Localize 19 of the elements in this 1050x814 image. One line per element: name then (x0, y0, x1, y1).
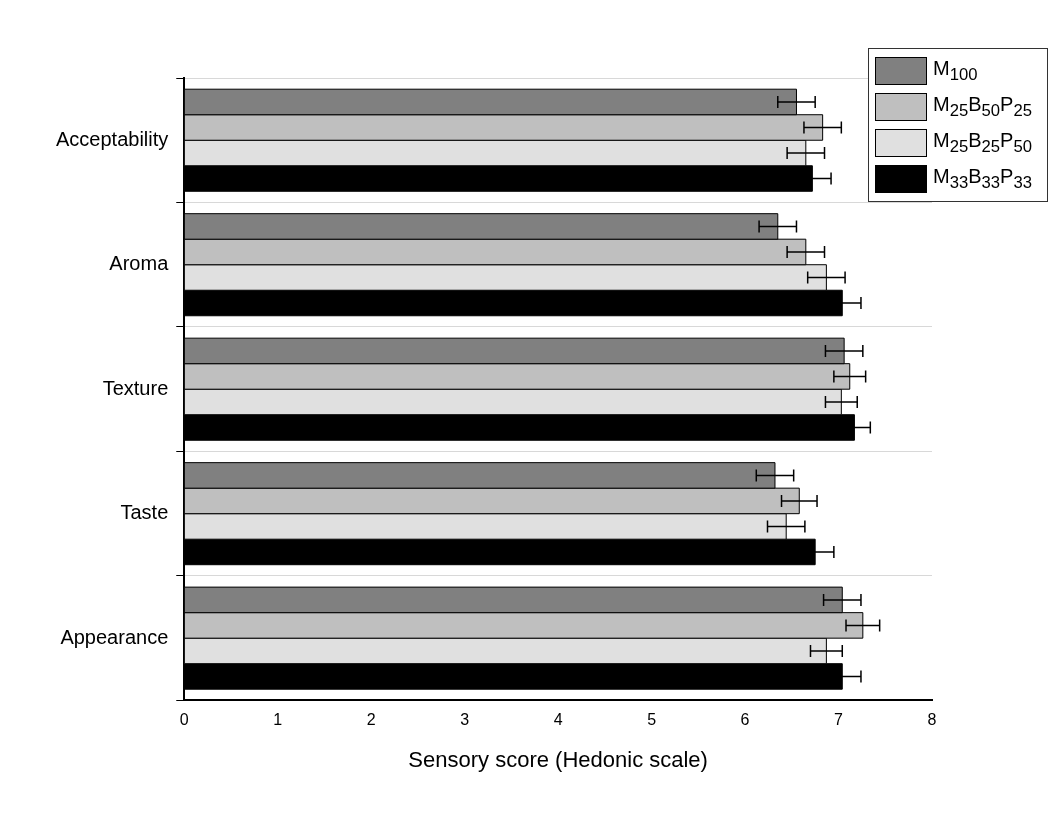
y-tick-label: Appearance (60, 625, 169, 648)
legend-label: M$_{100}$ (933, 57, 978, 85)
x-tick-label: 2 (366, 711, 376, 729)
legend-label: M$_{25}$B$_{50}$P$_{25}$ (933, 93, 1032, 121)
x-tick-label: 0 (179, 711, 189, 729)
x-axis-title: Sensory score (Hedonic scale) (408, 746, 708, 772)
x-tick-label: 6 (740, 711, 750, 729)
x-tick-label: 8 (927, 711, 937, 729)
x-tick-label: 4 (553, 711, 563, 729)
legend-label: M$_{25}$B$_{25}$P$_{50}$ (933, 129, 1032, 157)
x-tick-label: 7 (834, 711, 844, 729)
x-tick-label: 5 (647, 711, 657, 729)
y-tick-label: Aroma (109, 252, 170, 275)
legend-label: M$_{33}$B$_{33}$P$_{33}$ (933, 165, 1032, 193)
y-tick-label: Taste (120, 501, 169, 524)
x-tick-label: 1 (273, 711, 283, 729)
x-tick-label: 3 (460, 711, 470, 729)
y-tick-label: Acceptability (55, 127, 169, 150)
y-tick-label: Texture (102, 376, 169, 399)
